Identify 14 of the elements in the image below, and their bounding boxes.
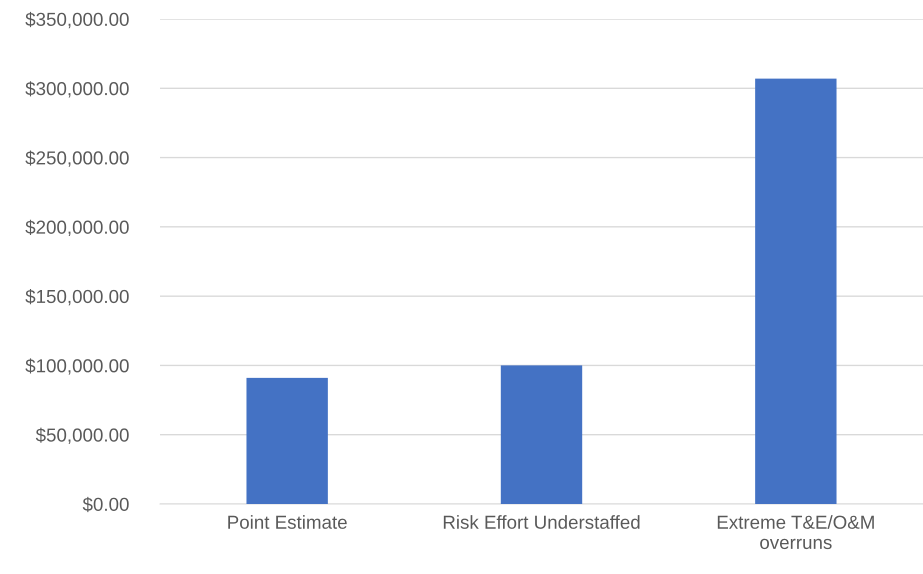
y-tick-label: $0.00 (82, 496, 129, 512)
y-tick-label: $350,000.00 (25, 12, 129, 28)
x-tick-label: Risk Effort Understaffed (444, 515, 640, 529)
y-tick-label: $300,000.00 (25, 81, 129, 98)
x-tick-label: Point Estimate (228, 515, 347, 529)
bar (500, 365, 582, 504)
y-tick-label: $150,000.00 (25, 289, 129, 306)
bar (755, 78, 837, 504)
x-tick-label: Extreme T&E/O&M overruns (718, 515, 874, 550)
bar (246, 378, 328, 504)
y-tick-label: $100,000.00 (25, 358, 129, 375)
y-tick-label: $200,000.00 (25, 220, 129, 236)
y-tick-label: $50,000.00 (36, 428, 129, 444)
y-tick-label: $250,000.00 (25, 150, 129, 167)
